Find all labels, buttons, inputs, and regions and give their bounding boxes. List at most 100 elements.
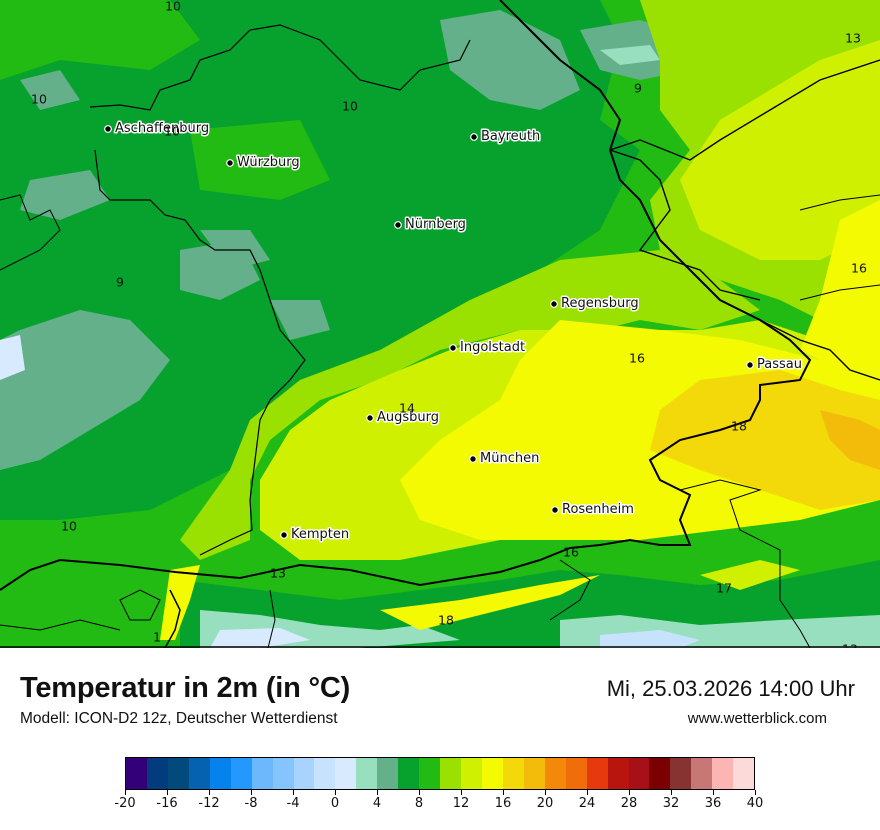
region-0-2-spot [0, 335, 25, 380]
colorbar-segment [251, 758, 273, 789]
contour-value-label: 14 [399, 401, 415, 416]
colorbar-tick-label: 4 [372, 796, 382, 811]
contour-value-label: 10 [164, 124, 180, 139]
contour-value-label: 10 [165, 0, 181, 14]
contour-value-label: 1 [153, 630, 161, 645]
contour-value-label: 13 [842, 642, 858, 649]
contour-value-label: 18 [731, 419, 747, 434]
region-4-6-fichtel [440, 10, 580, 110]
temperature-colorbar [125, 757, 755, 790]
west-border [0, 194, 61, 271]
contour-labels: 10 13 10 10 10 9 16 9 16 14 18 10 16 13 17 18 1 13 [31, 0, 867, 648]
city-label: Bayreuth [481, 129, 540, 144]
map-canvas: Aschaffenburg Würzburg Bayreuth Nürnberg Reg… [0, 0, 880, 648]
map-footer: Temperatur in 2m (in °C) Modell: ICON-D2… [0, 648, 880, 830]
contour-value-label: 10 [31, 92, 47, 107]
region-12-14-east [680, 40, 880, 260]
region-4-6-west [0, 310, 170, 470]
city-dot-icon [104, 125, 112, 133]
colorbar-segment [481, 758, 503, 789]
colorbar-tick [293, 790, 294, 795]
colorbar-segment [733, 758, 755, 789]
colorbar-tick-label: 20 [536, 796, 554, 811]
city-label: Ingolstadt [460, 340, 525, 355]
city-marker: Augsburg [366, 409, 441, 427]
city-markers: Aschaffenburg Würzburg Bayreuth Nürnberg Reg… [104, 120, 803, 544]
colorbar-tick [377, 790, 378, 795]
city-dot-icon [280, 531, 288, 539]
colorbar-tick [167, 790, 168, 795]
city-label: Würzburg [237, 155, 300, 170]
colorbar-segment [649, 758, 671, 789]
city-label: Regensburg [561, 296, 639, 311]
canton-border [0, 619, 121, 631]
colorbar-tick-label: 40 [746, 796, 764, 811]
colorbar-segment [461, 758, 482, 789]
contour-value-label: 17 [716, 581, 732, 596]
region-6-8 [0, 0, 640, 520]
city-marker: Würzburg [226, 154, 301, 172]
colorbar-segment [126, 758, 147, 789]
colorbar-segment [188, 758, 210, 789]
website-link[interactable]: www.wetterblick.com [687, 710, 827, 727]
czech-border [609, 59, 880, 161]
region-alps-snow-east [600, 630, 700, 648]
colorbar-segment [356, 758, 378, 789]
temperature-map: Aschaffenburg Würzburg Bayreuth Nürnberg Reg… [0, 0, 880, 648]
colorbar-tick [755, 790, 756, 795]
colorbar-ticks: -20 -16 -12 -8 -4 0 4 8 12 16 20 24 28 32 36 40 [114, 790, 763, 820]
lake-constance [119, 589, 161, 621]
contour-value-label: 16 [851, 261, 867, 276]
model-source: Modell: ICON-D2 12z, Deutscher Wetterdie… [20, 710, 338, 727]
region-inn-valley [380, 575, 600, 630]
austria-border-north [759, 319, 880, 381]
colorbar-tick [671, 790, 672, 795]
colorbar-segment [440, 758, 461, 789]
colorbar-tick-label: 32 [662, 796, 680, 811]
colorbar-segment [628, 758, 650, 789]
colorbar-segment [607, 758, 629, 789]
colorbar-segment [544, 758, 566, 789]
colorbar-segment [565, 758, 587, 789]
city-label: Rosenheim [562, 502, 634, 517]
region-4-6-frankenhoehe [270, 300, 330, 340]
colorbar-tick-label: -16 [156, 796, 178, 811]
city-dot-icon [366, 414, 374, 422]
colorbar-segment [691, 758, 713, 789]
city-marker: Passau [746, 356, 803, 374]
colorbar-segment [272, 758, 294, 789]
city-label: Nürnberg [405, 217, 466, 232]
region-4-6-odenwald [20, 170, 110, 220]
region-2-4-spot [600, 45, 660, 65]
colorbar-tick-label: 36 [704, 796, 722, 811]
contour-value-label: 16 [629, 351, 645, 366]
colorbar-tick [587, 790, 588, 795]
colorbar-tick-label: -8 [244, 796, 258, 811]
colorbar-segment [398, 758, 420, 789]
colorbar-tick-label: 28 [620, 796, 638, 811]
forecast-datetime: Mi, 25.03.2026 14:00 Uhr [606, 676, 855, 701]
colorbar-tick-label: -20 [114, 796, 136, 811]
contour-value-label: 9 [116, 275, 124, 290]
city-label: Aschaffenburg [115, 121, 209, 136]
colorbar-segment [502, 758, 524, 789]
region-8-10-wuerzburg [190, 120, 330, 200]
borders [0, 0, 880, 648]
austria-inner-border [679, 479, 811, 648]
hesse-border [89, 24, 471, 111]
colorbar-segment [167, 758, 189, 789]
city-marker: Bayreuth [470, 128, 542, 146]
region-18-20-spot [820, 410, 880, 470]
colorbar-segment [335, 758, 357, 789]
colorbar-segment [523, 758, 545, 789]
region-salzach-valley [700, 560, 800, 590]
contour-value-label: 18 [438, 613, 454, 628]
colorbar-tick-label: 12 [452, 796, 470, 811]
region-16-18-southeast [650, 370, 880, 510]
city-marker: Kempten [280, 526, 351, 544]
region-rhine-valley [160, 565, 200, 640]
colorbar-tick [209, 790, 210, 795]
colorbar-segment [293, 758, 315, 789]
contour-value-label: 13 [845, 31, 861, 46]
colorbar-segment [230, 758, 252, 789]
